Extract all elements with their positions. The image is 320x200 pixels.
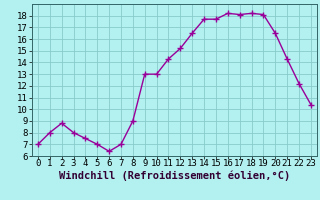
X-axis label: Windchill (Refroidissement éolien,°C): Windchill (Refroidissement éolien,°C) [59, 171, 290, 181]
